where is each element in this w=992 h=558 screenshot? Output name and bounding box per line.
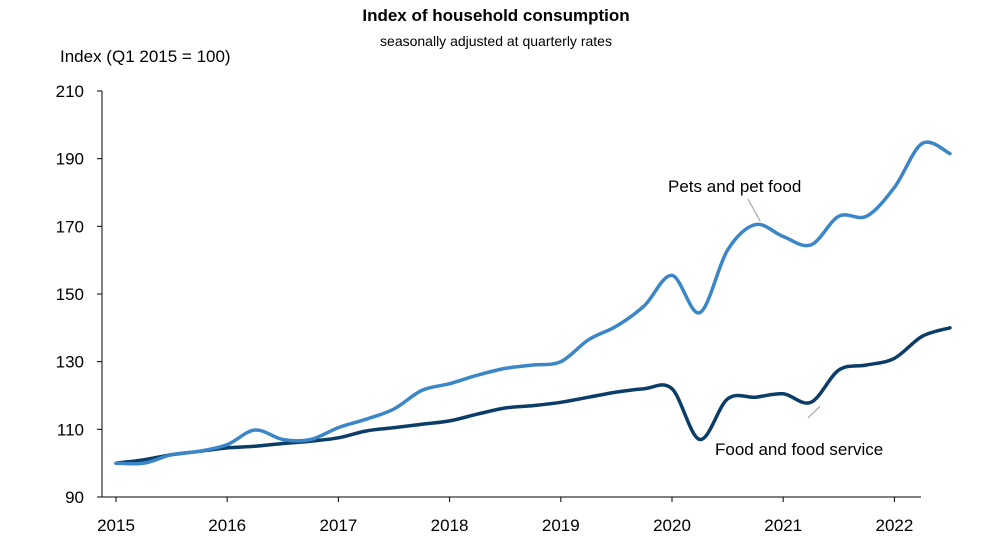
food-leader-line	[807, 405, 821, 419]
y-tick-label-170: 170	[56, 217, 84, 236]
annotation-pets-label: Pets and pet food	[668, 177, 801, 196]
x-tick-label-2016: 2016	[208, 516, 246, 535]
x-tick-label-2021: 2021	[764, 516, 802, 535]
x-tick-label-2017: 2017	[319, 516, 357, 535]
x-tick-label-2015: 2015	[97, 516, 135, 535]
axes: 90 110 130 150 170 190 210 2015 2016 2017 2018 2019…	[56, 82, 921, 535]
series-lines	[114, 140, 952, 466]
y-tick-label-130: 130	[56, 353, 84, 372]
y-tick-label-150: 150	[56, 285, 84, 304]
y-tick-label-210: 210	[56, 82, 84, 101]
x-tick-label-2020: 2020	[653, 516, 691, 535]
chart-title: Index of household consumption	[362, 6, 630, 25]
annotations: Pets and pet food Food and food service	[668, 177, 883, 459]
x-tick-label-2022: 2022	[875, 516, 913, 535]
y-tick-label-90: 90	[65, 488, 84, 507]
y-axis-title: Index (Q1 2015 = 100)	[60, 47, 231, 66]
y-tick-label-110: 110	[57, 420, 84, 439]
series-line-food-and-food-service	[114, 326, 952, 465]
x-tick-label-2018: 2018	[431, 516, 469, 535]
annotation-food-label: Food and food service	[715, 440, 883, 459]
x-tick-label-2019: 2019	[542, 516, 580, 535]
chart-subtitle: seasonally adjusted at quarterly rates	[380, 33, 612, 49]
pets-leader-line	[747, 198, 761, 222]
series-line-pets-and-pet-food	[114, 140, 952, 466]
y-tick-label-190: 190	[56, 150, 84, 169]
